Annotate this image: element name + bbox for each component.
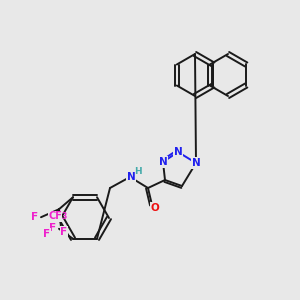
Text: F: F [50,223,57,233]
Text: H: H [134,167,142,176]
Text: 3: 3 [61,212,67,221]
Text: F: F [32,212,39,222]
Text: N: N [174,147,182,157]
Text: N: N [159,157,167,167]
Text: N: N [127,172,135,182]
Text: N: N [192,158,200,168]
Text: O: O [151,203,159,213]
Text: F: F [60,227,68,237]
Text: CF: CF [48,211,62,221]
Text: F: F [44,229,51,239]
